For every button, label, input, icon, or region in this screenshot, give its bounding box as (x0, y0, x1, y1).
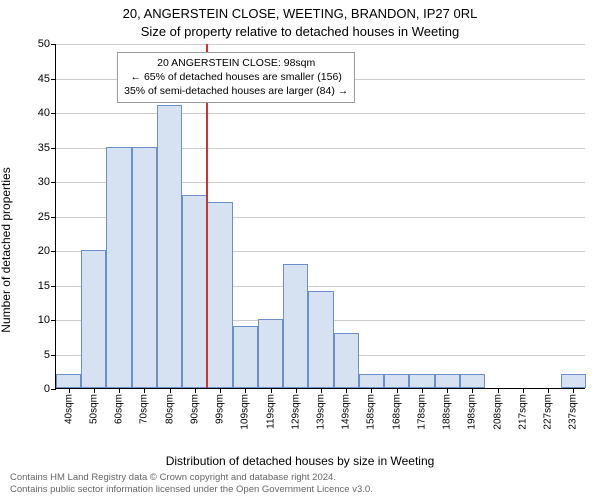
x-axis-label: Distribution of detached houses by size … (0, 454, 600, 468)
y-axis-label: Number of detached properties (0, 167, 13, 332)
y-tick-label: 35 (38, 142, 56, 154)
x-tick-label: 90sqm (189, 394, 200, 424)
x-tick-mark (321, 388, 322, 393)
annotation-box: 20 ANGERSTEIN CLOSE: 98sqm← 65% of detac… (117, 52, 355, 103)
x-tick-mark (296, 388, 297, 393)
x-tick-label: 168sqm (391, 394, 402, 430)
x-tick-label: 217sqm (517, 394, 528, 430)
histogram-bar (157, 105, 182, 388)
annotation-line: 35% of semi-detached houses are larger (… (124, 84, 348, 98)
y-tick-label: 0 (44, 383, 56, 395)
x-tick-mark (69, 388, 70, 393)
x-tick-mark (94, 388, 95, 393)
chart-title-main: 20, ANGERSTEIN CLOSE, WEETING, BRANDON, … (0, 6, 600, 21)
chart-container: 20, ANGERSTEIN CLOSE, WEETING, BRANDON, … (0, 0, 600, 500)
x-tick-mark (119, 388, 120, 393)
histogram-bar (132, 147, 157, 389)
x-tick-label: 99sqm (215, 394, 226, 424)
x-tick-label: 119sqm (265, 394, 276, 429)
x-tick-mark (447, 388, 448, 393)
histogram-bar (258, 319, 283, 388)
x-tick-mark (245, 388, 246, 393)
histogram-bar (460, 374, 485, 388)
histogram-bar (435, 374, 460, 388)
x-tick-mark (548, 388, 549, 393)
y-tick-label: 25 (38, 211, 56, 223)
y-tick-label: 40 (38, 107, 56, 119)
histogram-bar (334, 333, 359, 388)
annotation-line: 20 ANGERSTEIN CLOSE: 98sqm (124, 56, 348, 70)
histogram-bar (81, 250, 106, 388)
histogram-bar (207, 202, 232, 388)
histogram-bar (283, 264, 308, 388)
x-tick-label: 237sqm (568, 394, 579, 430)
histogram-bar (308, 291, 333, 388)
footer-attribution: Contains HM Land Registry data © Crown c… (10, 472, 373, 496)
x-tick-mark (144, 388, 145, 393)
histogram-bar (409, 374, 434, 388)
histogram-bar (106, 147, 131, 389)
histogram-bar (233, 326, 258, 388)
histogram-bar (182, 195, 207, 388)
histogram-bar (359, 374, 384, 388)
histogram-bar (561, 374, 586, 388)
footer-line-2: Contains public sector information licen… (10, 484, 373, 496)
y-tick-label: 45 (38, 73, 56, 85)
y-tick-label: 50 (38, 38, 56, 50)
x-tick-mark (195, 388, 196, 393)
x-tick-mark (422, 388, 423, 393)
footer-line-1: Contains HM Land Registry data © Crown c… (10, 472, 373, 484)
x-tick-mark (498, 388, 499, 393)
histogram-bar (384, 374, 409, 388)
y-tick-label: 20 (38, 245, 56, 257)
y-tick-label: 30 (38, 176, 56, 188)
gridline (56, 113, 585, 114)
x-tick-mark (220, 388, 221, 393)
x-tick-mark (523, 388, 524, 393)
x-tick-label: 188sqm (442, 394, 453, 430)
y-tick-label: 10 (38, 314, 56, 326)
x-tick-label: 149sqm (341, 394, 352, 430)
x-tick-label: 208sqm (492, 394, 503, 430)
y-tick-label: 15 (38, 280, 56, 292)
plot-area: 0510152025303540455040sqm50sqm60sqm70sqm… (55, 44, 585, 389)
gridline (56, 44, 585, 45)
y-tick-label: 5 (44, 349, 56, 361)
x-tick-mark (573, 388, 574, 393)
x-tick-label: 50sqm (88, 394, 99, 424)
x-tick-label: 139sqm (316, 394, 327, 430)
x-tick-label: 80sqm (164, 394, 175, 424)
x-tick-mark (397, 388, 398, 393)
x-tick-mark (170, 388, 171, 393)
x-tick-label: 70sqm (139, 394, 150, 424)
annotation-line: ← 65% of detached houses are smaller (15… (124, 70, 348, 84)
x-tick-mark (472, 388, 473, 393)
x-tick-label: 40sqm (63, 394, 74, 424)
histogram-bar (56, 374, 81, 388)
x-tick-mark (346, 388, 347, 393)
chart-title-sub: Size of property relative to detached ho… (0, 24, 600, 39)
x-tick-label: 158sqm (366, 394, 377, 430)
x-tick-label: 109sqm (240, 394, 251, 430)
x-tick-label: 129sqm (290, 394, 301, 430)
x-tick-label: 60sqm (114, 394, 125, 424)
x-tick-label: 227sqm (543, 394, 554, 430)
x-tick-mark (371, 388, 372, 393)
x-tick-label: 198sqm (467, 394, 478, 430)
x-tick-label: 178sqm (416, 394, 427, 430)
x-tick-mark (271, 388, 272, 393)
